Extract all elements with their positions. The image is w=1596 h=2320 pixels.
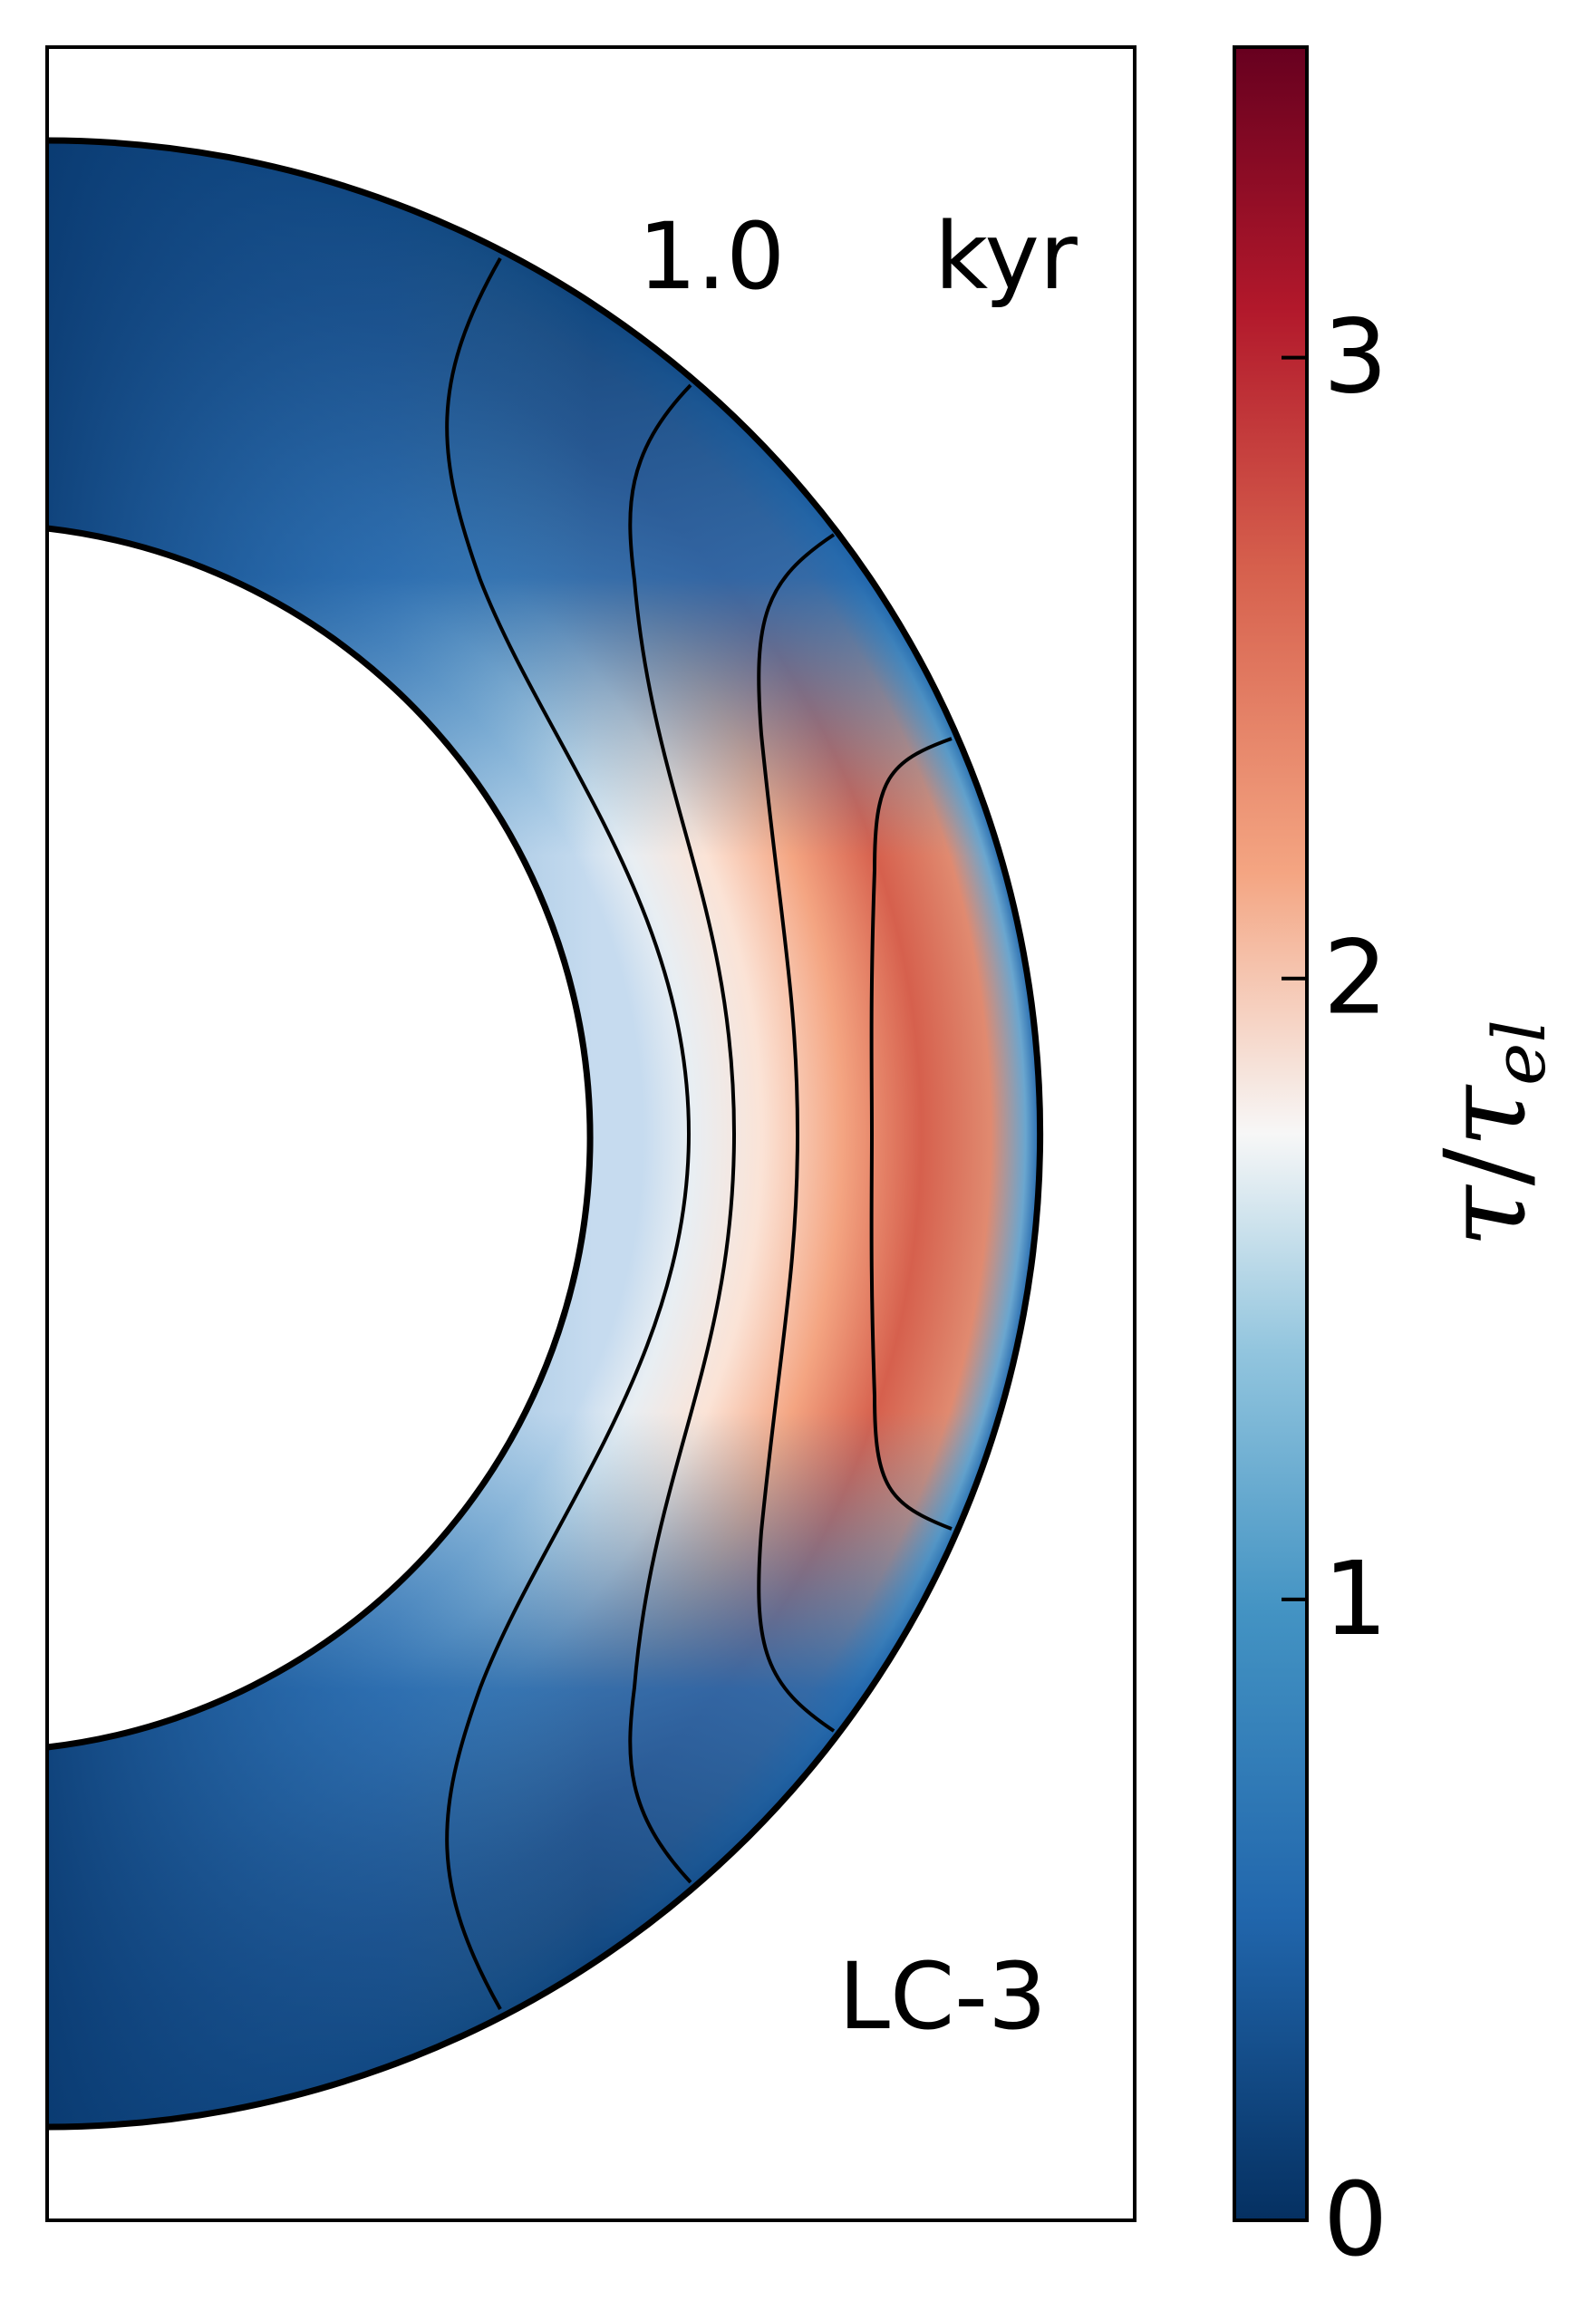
colorbar-tick-label: 1 xyxy=(1323,1541,1388,1658)
field-line-3 xyxy=(757,533,836,1733)
plot-border xyxy=(45,45,1137,2222)
colorbar-label-denominator: τ xyxy=(1421,1084,1552,1148)
model-label: LC-3 xyxy=(838,1943,1047,2051)
colorbar-tick-label: 3 xyxy=(1323,299,1388,417)
colorbar-border xyxy=(1233,45,1309,2222)
plot-panel: 1.0 kyr LC-3 xyxy=(45,45,1137,2222)
field-lines xyxy=(445,257,953,2010)
colorbar-label-text: τ/τel xyxy=(1421,1020,1562,1248)
field-line-2 xyxy=(628,383,737,1884)
colorbar-label: τ/τel xyxy=(1421,1020,1562,1248)
colorbar-label-numerator: τ xyxy=(1421,1184,1552,1248)
colorbar-label-slash: / xyxy=(1421,1147,1552,1185)
colorbar-ticks: 0 1 2 3 xyxy=(1282,299,1388,2279)
colorbar-tick-label: 2 xyxy=(1323,920,1388,1038)
inner-boundary xyxy=(46,525,594,1751)
time-value-label: 1.0 xyxy=(638,203,785,311)
colorbar-gradient xyxy=(1234,47,1307,2220)
field-line-1 xyxy=(445,257,692,2010)
time-unit-label: kyr xyxy=(934,203,1078,311)
field-line-4 xyxy=(869,737,953,1531)
colorbar-tick-label: 0 xyxy=(1323,2161,1388,2279)
colorbar-label-subscript: el xyxy=(1477,1020,1562,1086)
outer-boundary xyxy=(46,137,1044,2131)
